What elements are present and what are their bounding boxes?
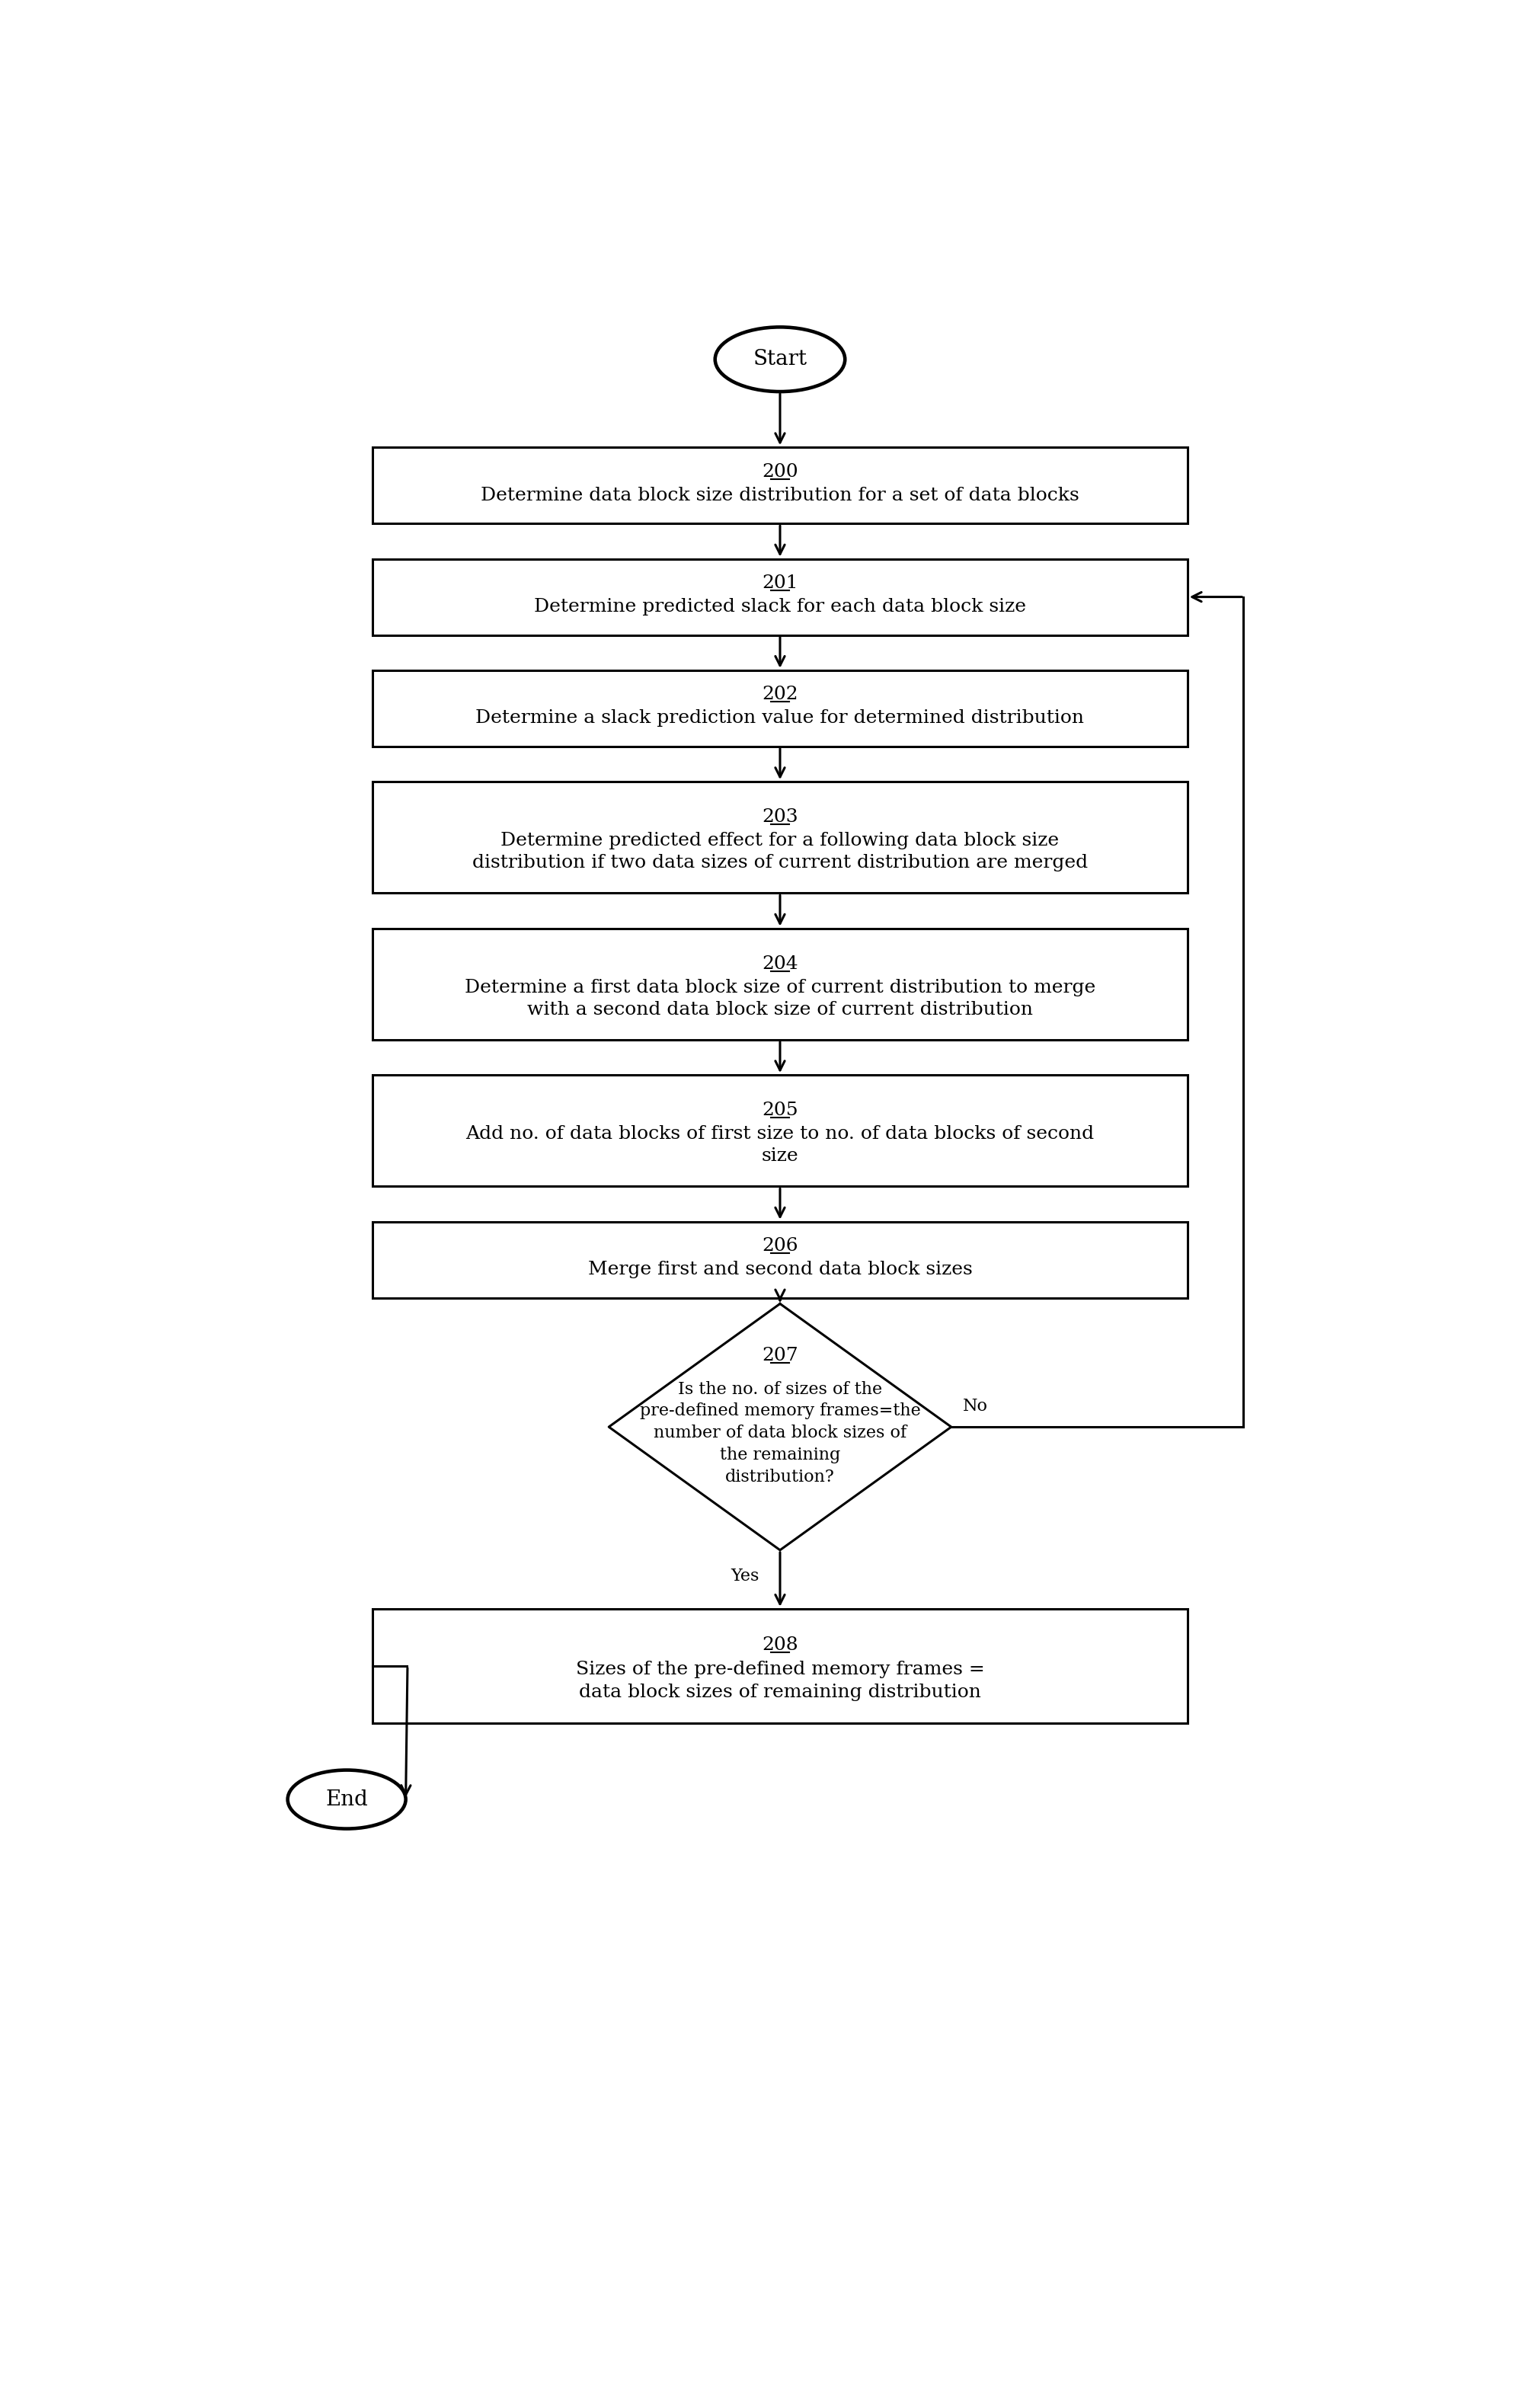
Bar (373, 448, 1187, 523)
Text: Determine a slack prediction value for determined distribution: Determine a slack prediction value for d… (476, 710, 1084, 727)
Bar (373, 1074, 1187, 1187)
Text: 207: 207 (763, 1346, 798, 1365)
Text: Determine predicted slack for each data block size: Determine predicted slack for each data … (534, 597, 1026, 616)
Bar (373, 783, 1187, 893)
Text: Merge first and second data block sizes: Merge first and second data block sizes (587, 1262, 973, 1279)
Bar (373, 559, 1187, 636)
Text: Sizes of the pre-defined memory frames =
data block sizes of remaining distribut: Sizes of the pre-defined memory frames =… (575, 1662, 985, 1700)
Text: Determine a first data block size of current distribution to merge
with a second: Determine a first data block size of cur… (464, 978, 1096, 1019)
Text: Is the no. of sizes of the
pre-defined memory frames=the
number of data block si: Is the no. of sizes of the pre-defined m… (639, 1380, 921, 1486)
Polygon shape (609, 1303, 951, 1551)
Text: Add no. of data blocks of first size to no. of data blocks of second
size: Add no. of data blocks of first size to … (466, 1125, 1094, 1165)
Text: 200: 200 (763, 462, 798, 482)
Ellipse shape (288, 1770, 406, 1828)
Bar (373, 929, 1187, 1040)
Ellipse shape (715, 327, 845, 393)
Text: Yes: Yes (731, 1568, 759, 1584)
Text: Determine data block size distribution for a set of data blocks: Determine data block size distribution f… (481, 486, 1079, 503)
Text: Start: Start (753, 349, 807, 371)
Bar (373, 1221, 1187, 1298)
Bar (373, 669, 1187, 746)
Bar (373, 1609, 1187, 1724)
Text: End: End (326, 1789, 368, 1811)
Text: 201: 201 (763, 576, 798, 592)
Text: 203: 203 (763, 809, 798, 826)
Text: 204: 204 (763, 956, 798, 973)
Text: 205: 205 (763, 1103, 798, 1120)
Text: No: No (963, 1399, 988, 1416)
Text: 208: 208 (763, 1637, 798, 1654)
Text: 206: 206 (763, 1238, 798, 1255)
Text: 202: 202 (763, 686, 798, 703)
Text: Determine predicted effect for a following data block size
distribution if two d: Determine predicted effect for a followi… (472, 833, 1088, 872)
